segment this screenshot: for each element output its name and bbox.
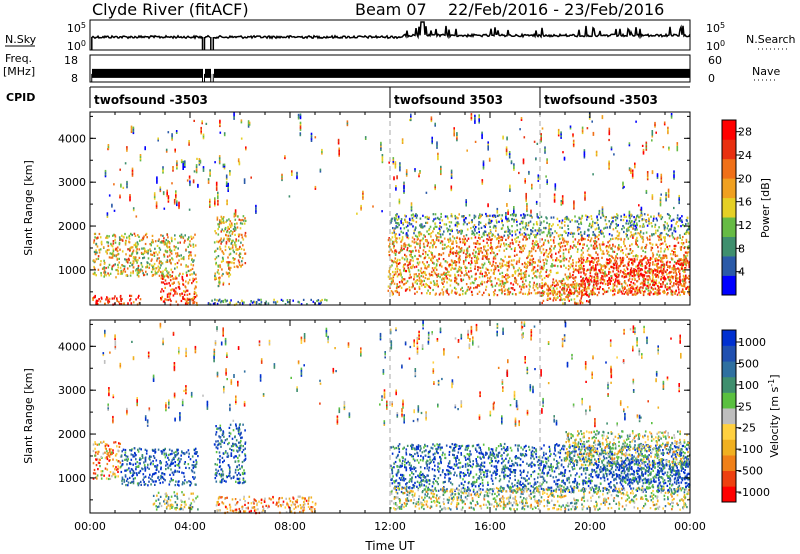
- nsky-frame: [89, 19, 691, 51]
- x-tick-label: 16:00: [474, 520, 506, 533]
- colorbar-tick-label: -500: [738, 465, 763, 478]
- colorbar-tick-label: 500: [738, 357, 759, 370]
- power-yaxis: 1000 2000 3000 4000: [58, 115, 690, 293]
- cpid-segment-label: twofsound 3503: [394, 93, 503, 107]
- y-tick-label: 2000: [58, 220, 86, 233]
- y-tick-label: 1000: [58, 264, 86, 277]
- colorbar-step: [722, 158, 736, 179]
- velocity-colorbar: 1000 500 100 25 -25 -100 -500 -1000: [721, 329, 770, 503]
- date-range: 22/Feb/2016 - 23/Feb/2016: [448, 0, 664, 19]
- velocity-colorbar-label: Velocity [m s-1]: [767, 374, 782, 457]
- power-ylabel: Slant Range [km]: [22, 160, 35, 256]
- power-scatter: [92, 112, 691, 306]
- velocity-scatter: [92, 320, 691, 515]
- x-tick-label: 00:00: [74, 520, 106, 533]
- velocity-yaxis: 1000 2000 3000 4000: [58, 323, 690, 501]
- colorbar-tick-label: 20: [738, 172, 752, 185]
- colorbar-tick-label: 28: [738, 126, 752, 139]
- colorbar-step: [722, 423, 736, 440]
- y-tick-label: 4000: [58, 340, 86, 353]
- nsky-panel: N.Sky 105 100 105 100 N.Search: [5, 19, 796, 54]
- power-panel: 1000 2000 3000 4000 Slant Range [km] 4 8 12 16…: [22, 111, 772, 306]
- power-colorbar-label: Power [dB]: [759, 178, 772, 238]
- nsearch-label: N.Search: [746, 33, 796, 46]
- colorbar-step: [722, 217, 736, 237]
- y-tick-label: 3000: [58, 176, 86, 189]
- cpid-label: CPID: [6, 91, 35, 104]
- colorbar-step: [722, 455, 736, 472]
- freq-panel: Freq. [MHz] 18 8 60 0 Nave: [3, 52, 780, 85]
- nave-tick-top: 60: [708, 54, 722, 67]
- power-xticks: [89, 112, 691, 305]
- nsearch-tick-bottom: 100: [706, 39, 725, 54]
- colorbar-step: [722, 345, 736, 362]
- x-tick-label: 04:00: [174, 520, 206, 533]
- cpid-segment-label: twofsound -3503: [94, 93, 208, 107]
- x-tick-label: 20:00: [574, 520, 606, 533]
- x-tick-label: 08:00: [274, 520, 306, 533]
- colorbar-step: [722, 470, 736, 487]
- colorbar-step: [722, 439, 736, 456]
- colorbar-step: [722, 275, 736, 296]
- colorbar-tick-label: 25: [738, 400, 752, 413]
- cpid-segments: twofsound -3503 twofsound 3503 twofsound -…: [89, 87, 658, 108]
- colorbar-step: [722, 376, 736, 393]
- freq-trace: [91, 68, 690, 82]
- colorbar-tick-label: -100: [738, 443, 763, 456]
- y-tick-label: 4000: [58, 132, 86, 145]
- nsky-tick-top: 105: [67, 21, 86, 36]
- nsky-tick-bottom: 100: [67, 39, 86, 54]
- colorbar-step: [722, 392, 736, 409]
- y-tick-label: 2000: [58, 428, 86, 441]
- x-tick-label: 00:00: [674, 520, 706, 533]
- colorbar-step: [722, 197, 736, 218]
- y-tick-label: 1000: [58, 472, 86, 485]
- velocity-ylabel: Slant Range [km]: [22, 368, 35, 464]
- colorbar-step: [722, 330, 736, 346]
- nsearch-tick-top: 105: [706, 21, 725, 36]
- colorbar-step: [722, 178, 736, 199]
- colorbar-step: [722, 486, 736, 503]
- colorbar-step: [722, 256, 736, 276]
- x-tick-label: 12:00: [374, 520, 406, 533]
- colorbar-tick-label: -25: [738, 422, 756, 435]
- station-title: Clyde River (fitACF): [92, 0, 249, 19]
- colorbar-tick-label: 16: [738, 196, 752, 209]
- colorbar-step: [722, 361, 736, 378]
- colorbar-tick-label: 8: [738, 242, 745, 255]
- velocity-panel: 1000 2000 3000 4000 00:00 04:00 08:00 12:00 16:…: [22, 319, 782, 553]
- freq-tick-bottom: 8: [71, 72, 78, 85]
- cpid-segment-label: twofsound -3503: [544, 93, 658, 107]
- nave-tick-bottom: 0: [708, 72, 715, 85]
- cpid-panel: CPID twofsound -3503 twofsound 3503 twofso…: [6, 86, 690, 108]
- colorbar-tick-label: 24: [738, 149, 752, 162]
- freq-label-line2: [MHz]: [3, 65, 35, 78]
- x-axis-label: Time UT: [364, 539, 415, 553]
- y-tick-label: 3000: [58, 384, 86, 397]
- freq-tick-top: 18: [64, 54, 78, 67]
- nsky-label: N.Sky: [5, 33, 37, 46]
- colorbar-tick-label: 100: [738, 379, 759, 392]
- velocity-xticks: 00:00 04:00 08:00 12:00 16:00 20:00 00:00: [74, 320, 706, 533]
- freq-label-line1: Freq.: [5, 52, 32, 65]
- freq-frame: [89, 54, 691, 83]
- colorbar-step: [722, 139, 736, 160]
- beam-label: Beam 07: [355, 0, 427, 19]
- colorbar-step: [722, 120, 736, 140]
- nsky-trace: [91, 21, 691, 50]
- colorbar-step: [722, 236, 736, 257]
- colorbar-step: [722, 408, 736, 425]
- power-colorbar: 4 8 12 16 20 24 28: [721, 119, 752, 296]
- colorbar-tick-label: -1000: [738, 486, 770, 499]
- colorbar-tick-label: 12: [738, 219, 752, 232]
- nave-label: Nave: [752, 65, 780, 78]
- colorbar-tick-label: 1000: [738, 336, 766, 349]
- freq-band: [91, 68, 690, 82]
- colorbar-tick-label: 4: [738, 266, 745, 279]
